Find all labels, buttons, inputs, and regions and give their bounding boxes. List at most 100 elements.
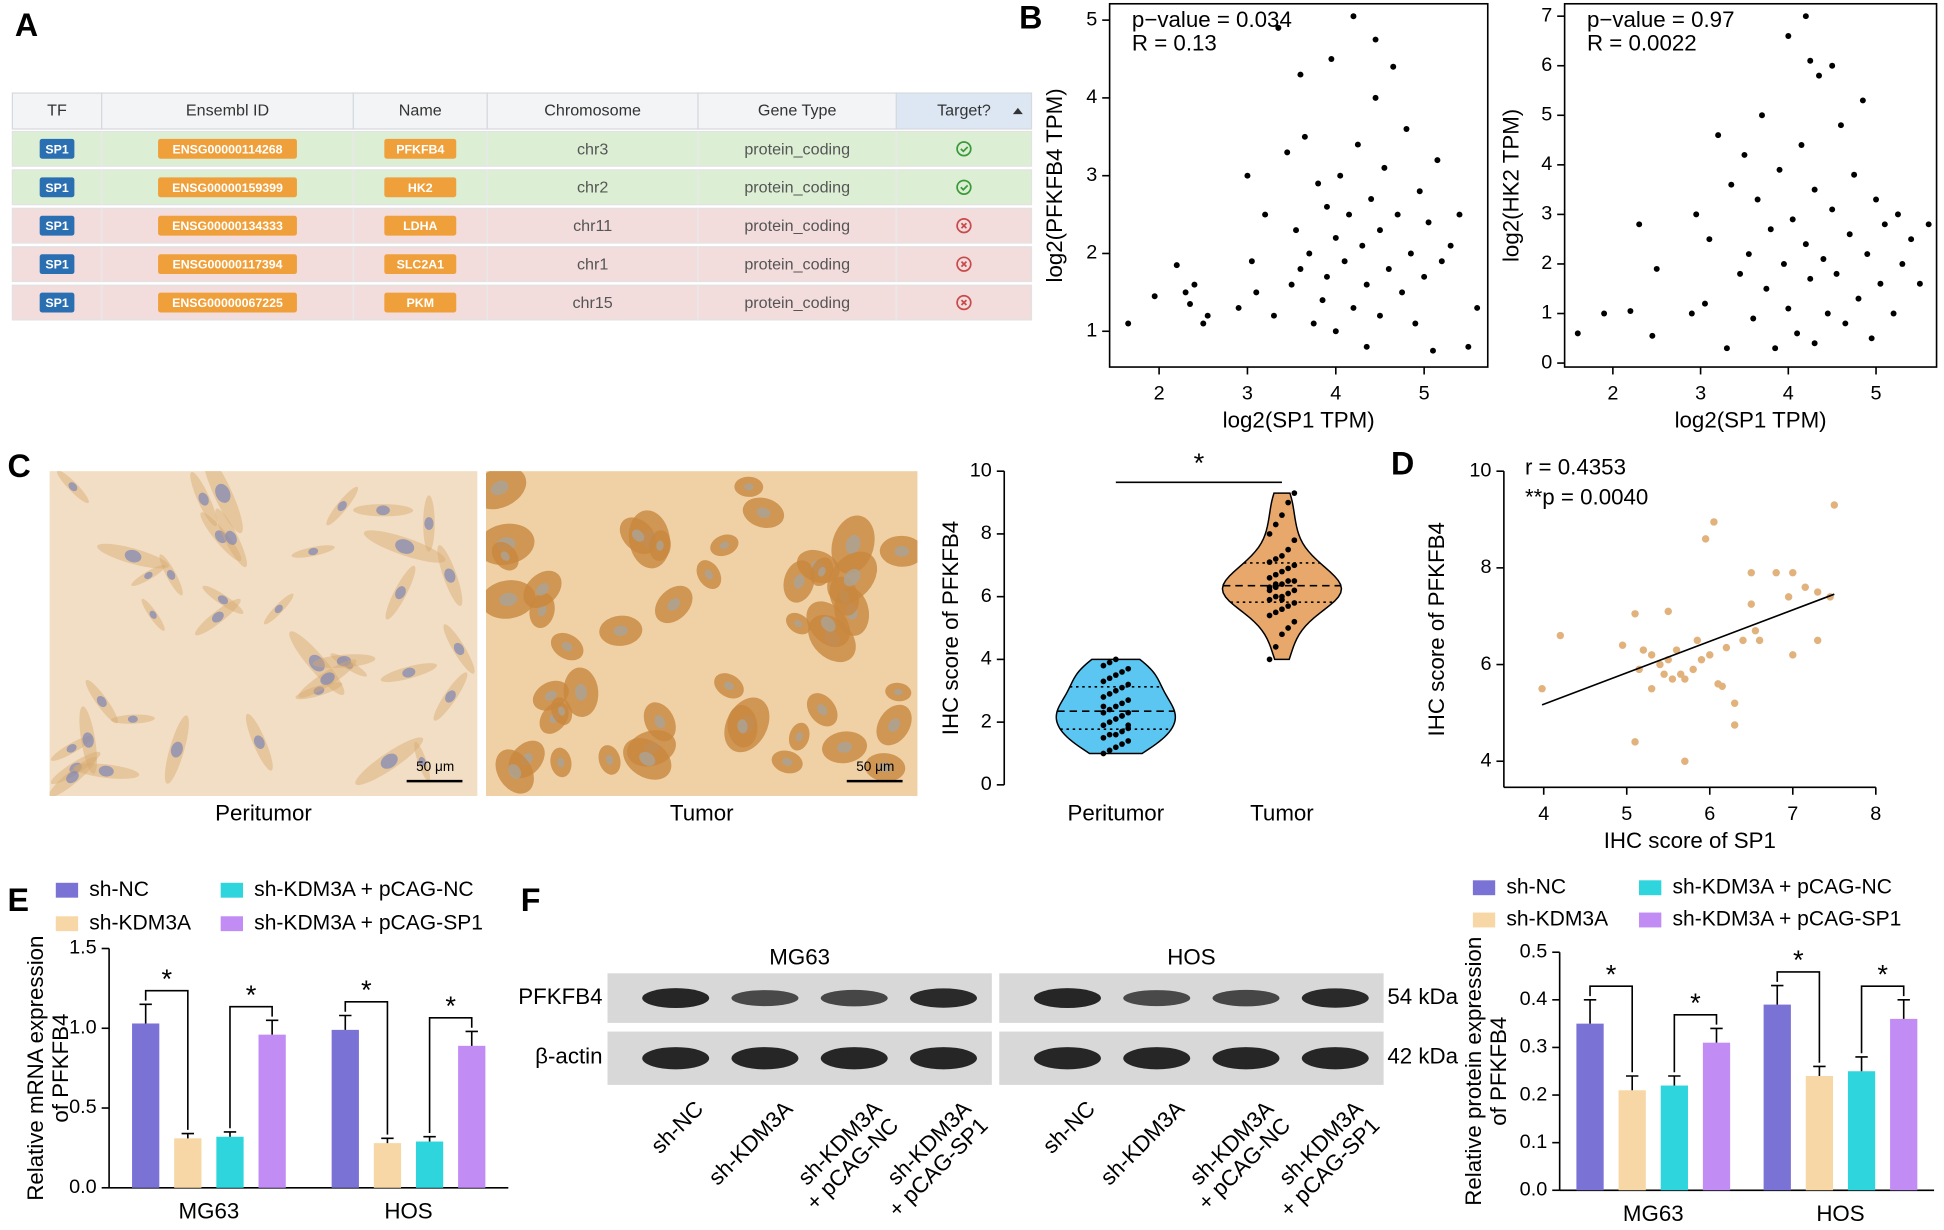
legend-swatch [220,916,243,932]
point [1323,273,1330,280]
point [1837,122,1844,129]
header-text: Target? [937,101,991,119]
badge [158,215,297,236]
point [1745,251,1752,258]
y-axis-label: Relative mRNA expression [23,936,48,1201]
error-bar [1668,1075,1681,1086]
error-bar [381,1137,394,1144]
point [1399,289,1406,296]
badge [384,254,457,275]
point [1315,180,1322,187]
badge [158,254,297,275]
y-tick-label: 0.4 [1520,988,1548,1010]
point [1656,660,1664,669]
y-tick-label: 0 [1541,351,1552,373]
panel-label: D [1391,446,1414,482]
nucleus [574,684,587,701]
point [1649,332,1656,339]
point [1328,56,1335,62]
nucleus [402,667,416,678]
point [1647,651,1656,659]
nucleus [215,483,231,503]
point [1297,71,1304,78]
nucleus [453,642,465,656]
x-tick-label: Tumor [1250,800,1314,825]
bar [1890,1018,1918,1191]
bar [1618,1090,1646,1191]
point [1829,206,1836,213]
point [1394,211,1401,218]
error-bar [1771,984,1784,1005]
point [1688,310,1695,317]
point [1750,315,1757,322]
bar [132,1023,160,1188]
x-tick-label: 3 [1695,383,1706,405]
header-cell [11,92,103,130]
point [1266,596,1273,603]
badge-text: ENSG00000134333 [172,219,283,233]
nucleus [444,568,456,583]
nucleus [795,732,803,742]
legend-label: sh-KDM3A + pCAG-SP1 [254,911,483,934]
point [1759,112,1765,119]
point [1881,221,1888,228]
point [1354,141,1361,148]
point [1456,211,1463,218]
nucleus [66,771,79,784]
y-tick-label: 4 [1086,86,1097,108]
point [1868,335,1875,342]
point [1784,593,1793,601]
nucleus [719,541,730,549]
point [1465,343,1472,350]
point [1279,581,1285,587]
header-text: Name [399,101,442,119]
point [1119,741,1125,747]
point [1741,151,1748,158]
point [1715,132,1722,139]
significance-label: * [246,979,257,1010]
nucleus [667,598,681,611]
point [1279,596,1285,603]
bar [1576,1023,1604,1191]
x-tick-label: MG63 [179,1198,240,1223]
y-tick-label: 0.5 [69,1096,97,1118]
point [1789,568,1797,577]
point [1244,172,1251,179]
point [1811,340,1818,347]
lane-label: sh-NC [1038,1096,1100,1158]
band-name: β-actin [535,1043,602,1068]
bar [331,1029,359,1188]
x-tick-label: 4 [1330,383,1341,405]
nucleus [724,681,734,691]
significance-bracket [428,1017,473,1134]
nucleus [380,753,398,769]
badge-text: ENSG00000159399 [172,181,283,195]
nucleus [308,654,325,672]
header-cell [352,92,488,130]
point [1279,512,1285,518]
point [1293,227,1300,234]
y-tick-label: 10 [1469,459,1491,481]
point [1200,320,1207,327]
header-text: Gene Type [758,101,837,119]
header-text: TF [47,101,67,119]
point [1737,270,1744,277]
significance-bracket [344,1001,389,1135]
target-yes-icon [956,179,972,195]
nucleus [894,545,910,557]
point [1125,665,1132,672]
blot-band [1212,989,1280,1007]
y-tick-label: 3 [1086,164,1097,186]
nucleus [336,655,352,667]
point [1693,636,1702,645]
micrograph-cells [49,471,475,797]
point [1412,320,1419,327]
point [1751,626,1760,635]
point [1119,684,1125,691]
y-tick-label: 4 [981,648,992,670]
point [1772,345,1779,352]
y-tick-label: 1.0 [69,1016,97,1038]
badge [384,177,457,198]
nucleus [395,539,415,554]
point [1438,258,1445,265]
